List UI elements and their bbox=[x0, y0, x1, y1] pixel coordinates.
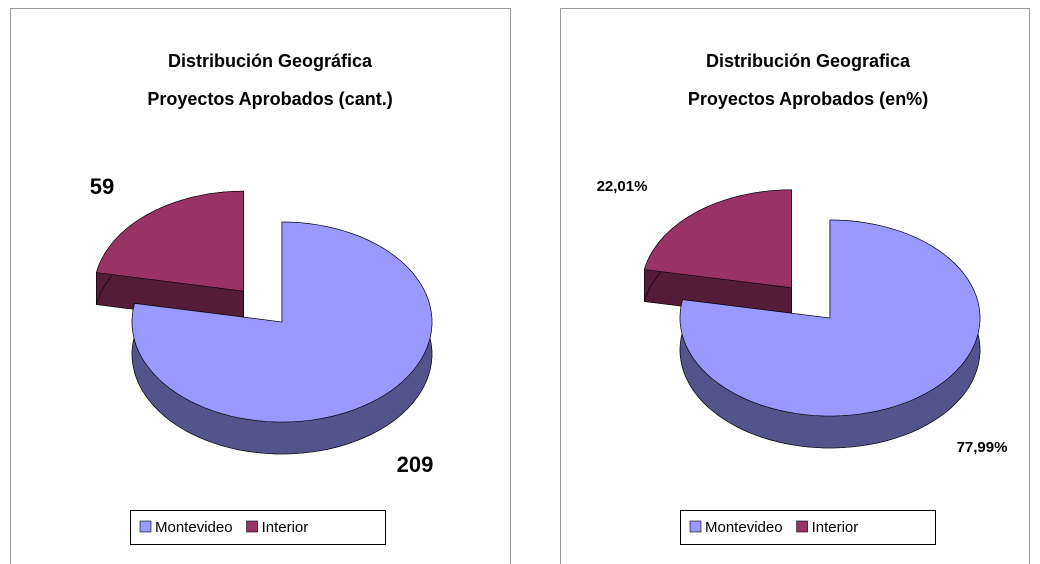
pie-slice bbox=[131, 221, 433, 423]
chart-subtitle: Proyectos Aprobados (en%) bbox=[688, 89, 928, 109]
legend-swatch bbox=[246, 520, 258, 533]
data-label: 59 bbox=[90, 174, 114, 199]
legend-swatch bbox=[689, 520, 702, 533]
legend-swatch bbox=[139, 520, 152, 533]
legend-swatch bbox=[796, 520, 808, 533]
chart-title: Distribución Geografica bbox=[706, 51, 911, 71]
legend bbox=[130, 510, 386, 545]
legend-label: Montevideo bbox=[705, 519, 783, 536]
pie-slice bbox=[679, 219, 981, 417]
pie-slice bbox=[644, 189, 792, 289]
data-label: 77,99% bbox=[957, 439, 1008, 456]
panel bbox=[10, 8, 511, 564]
legend bbox=[680, 510, 936, 545]
legend-label: Interior bbox=[262, 519, 309, 536]
data-label: 209 bbox=[397, 452, 434, 477]
chart-title: Distribución Geográfica bbox=[168, 51, 373, 71]
pie-slice bbox=[96, 190, 244, 292]
chart-subtitle: Proyectos Aprobados (cant.) bbox=[147, 89, 392, 109]
data-label: 22,01% bbox=[597, 178, 648, 195]
legend-label: Interior bbox=[812, 519, 859, 536]
legend-label: Montevideo bbox=[155, 519, 233, 536]
